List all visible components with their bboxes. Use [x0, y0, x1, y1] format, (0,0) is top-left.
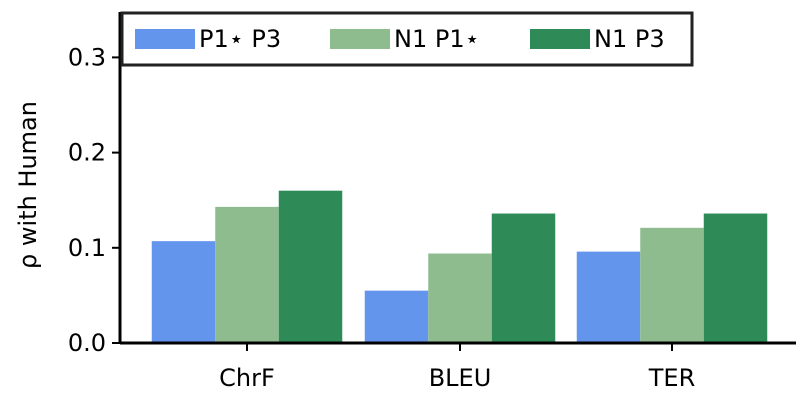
y-tick-label: 0.3 — [68, 43, 106, 71]
legend: P1⋆ P3 N1 P1⋆ N1 P3 — [120, 11, 694, 67]
plot-area — [151, 190, 768, 343]
bar-chrf-series-2 — [215, 206, 279, 343]
legend-swatch-2 — [330, 29, 390, 49]
bar-ter-series-1 — [576, 251, 641, 343]
bar-ter-series-2 — [640, 227, 704, 343]
x-tick-label-ter: TER — [648, 364, 696, 390]
bar-bleu-series-3 — [491, 213, 556, 343]
bar-bleu-series-2 — [428, 253, 492, 343]
legend-label-1: P1⋆ P3 — [199, 25, 281, 53]
y-tick-label: 0.2 — [68, 139, 106, 167]
y-tick-label: 0.0 — [68, 329, 106, 357]
x-tick-label-bleu: BLEU — [429, 364, 492, 390]
legend-label-2: N1 P1⋆ — [394, 25, 480, 53]
bar-ter-series-3 — [703, 213, 768, 343]
y-axis-title: ρ with Human — [14, 101, 42, 269]
legend-swatch-1 — [135, 29, 195, 49]
y-tick-label: 0.1 — [68, 234, 106, 262]
bar-bleu-series-1 — [364, 290, 429, 343]
bar-chrf-series-1 — [151, 241, 216, 343]
legend-frame — [120, 11, 694, 67]
legend-label-3: N1 P3 — [594, 25, 665, 53]
bar-chrf-series-3 — [278, 190, 343, 343]
axes: 0.0 0.1 0.2 0.3 ChrF BLEU TER — [68, 12, 796, 392]
x-tick-label-chrf: ChrF — [219, 364, 275, 390]
legend-swatch-3 — [530, 29, 590, 49]
